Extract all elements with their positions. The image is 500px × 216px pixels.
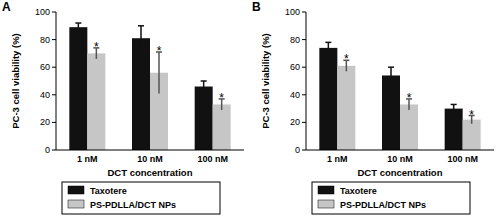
bar — [213, 104, 231, 150]
panel: B PC-3 cell viability (%) 0 20 40 60 80 100 * * * 1… — [252, 0, 494, 214]
legend-swatch — [68, 186, 84, 194]
error-bar — [451, 104, 457, 112]
y-tick-label: 20 — [290, 117, 300, 127]
legend-swatch — [318, 186, 334, 194]
bar — [337, 66, 355, 150]
error-bar — [201, 81, 207, 92]
bar — [69, 27, 87, 150]
bar — [445, 109, 463, 150]
legend-label: PS-PDLLA/DCT NPs — [90, 200, 176, 210]
significance-mark: * — [344, 52, 349, 66]
panel: A PC-3 cell viability (%) 0 20 40 60 80 100 * * * 1… — [2, 0, 244, 214]
y-tick-label: 100 — [35, 7, 50, 17]
error-bar — [388, 67, 394, 84]
y-tick — [302, 94, 306, 95]
y-tick — [52, 39, 56, 40]
y-tick — [52, 12, 56, 13]
legend-frame — [62, 182, 220, 214]
y-tick — [302, 67, 306, 68]
panel-label: B — [252, 0, 261, 14]
bar — [400, 104, 418, 150]
legend: Taxotere PS-PDLLA/DCT NPs — [62, 182, 220, 214]
legend: Taxotere PS-PDLLA/DCT NPs — [312, 182, 470, 214]
y-tick-label: 80 — [290, 35, 300, 45]
legend-label: Taxotere — [340, 186, 377, 196]
y-tick — [52, 67, 56, 68]
y-tick-label: 0 — [45, 145, 50, 155]
y-tick-label: 60 — [290, 62, 300, 72]
x-axis-label: DCT concentration — [358, 167, 443, 178]
x-tick-label: 100 nM — [447, 154, 478, 164]
error-bar — [156, 52, 162, 93]
y-tick — [52, 150, 56, 151]
legend-frame — [312, 182, 470, 214]
significance-mark: * — [407, 91, 412, 105]
y-tick-label: 40 — [290, 90, 300, 100]
legend-label: PS-PDLLA/DCT NPs — [340, 200, 426, 210]
significance-mark: * — [157, 44, 162, 58]
x-axis — [306, 150, 494, 151]
plot-area — [319, 42, 480, 150]
y-axis — [306, 12, 307, 150]
panel-label: A — [2, 0, 11, 14]
bar — [382, 75, 400, 150]
y-tick — [302, 39, 306, 40]
legend-label: Taxotere — [90, 186, 127, 196]
bar — [319, 48, 337, 150]
x-tick-label: 10 nM — [387, 154, 413, 164]
bar — [132, 38, 150, 150]
y-tick — [52, 94, 56, 95]
y-tick-label: 40 — [40, 90, 50, 100]
y-tick — [302, 12, 306, 13]
x-tick-label: 1 nM — [77, 154, 98, 164]
x-tick-label: 10 nM — [137, 154, 163, 164]
y-axis-label: PC-3 cell viability (%) — [260, 33, 271, 129]
error-bar — [138, 26, 144, 51]
error-bar — [325, 42, 331, 53]
y-tick-label: 20 — [40, 117, 50, 127]
legend-swatch — [318, 200, 334, 208]
y-tick-label: 60 — [40, 62, 50, 72]
y-axis — [56, 12, 57, 150]
significance-mark: * — [94, 40, 99, 54]
x-tick-label: 1 nM — [327, 154, 348, 164]
y-tick — [302, 122, 306, 123]
bar — [463, 120, 481, 150]
x-axis — [56, 150, 244, 151]
y-tick-label: 80 — [40, 35, 50, 45]
x-tick-label: 100 nM — [197, 154, 228, 164]
significance-mark: * — [219, 91, 224, 105]
significance-mark: * — [469, 108, 474, 122]
figure: A PC-3 cell viability (%) 0 20 40 60 80 100 * * * 1… — [0, 0, 500, 216]
bar — [195, 87, 213, 150]
legend-swatch — [68, 200, 84, 208]
error-bar — [75, 23, 81, 31]
x-axis-label: DCT concentration — [108, 167, 193, 178]
y-tick-label: 0 — [295, 145, 300, 155]
plot-area — [69, 23, 230, 150]
bar — [87, 53, 105, 150]
y-tick — [302, 150, 306, 151]
y-tick-label: 100 — [285, 7, 300, 17]
y-axis-label: PC-3 cell viability (%) — [10, 33, 21, 129]
y-tick — [52, 122, 56, 123]
